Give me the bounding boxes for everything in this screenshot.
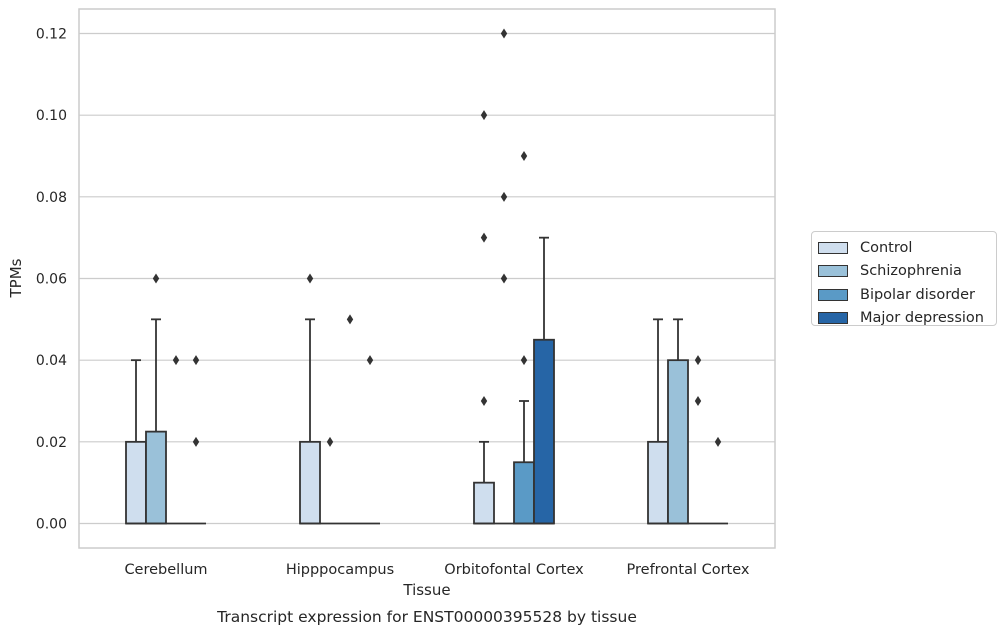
box-group: [186, 355, 206, 525]
outlier-point: [346, 314, 354, 325]
box-group: [125, 359, 147, 525]
y-tick-label: 0.12: [36, 27, 67, 43]
box-rect: [145, 430, 167, 525]
legend: Control Schizophrenia Bipolar disorder Majo…: [811, 231, 997, 326]
outlier-point: [480, 110, 488, 121]
x-tick-label: Cerebellum: [124, 562, 207, 578]
plot-area-frame: [78, 8, 776, 549]
legend-item: Schizophrenia: [818, 260, 996, 284]
y-tick-label: 0.00: [36, 517, 67, 533]
outlier-point: [152, 273, 160, 284]
x-axis-label: Tissue: [402, 581, 450, 599]
box-rect: [125, 440, 147, 525]
legend-swatch: [818, 312, 848, 325]
legend-swatch: [818, 241, 848, 254]
legend-item: Major depression: [818, 307, 996, 331]
outlier-point: [480, 396, 488, 406]
outlier-point: [520, 151, 528, 161]
outlier-point: [192, 355, 200, 366]
box-group: [145, 273, 167, 525]
box-group: [320, 436, 340, 525]
box-rect: [299, 440, 321, 525]
y-tick-label: 0.02: [36, 435, 67, 451]
legend-label: Bipolar disorder: [860, 286, 975, 303]
box-rect: [647, 440, 669, 525]
legend-label: Control: [860, 239, 913, 256]
outlier-point: [694, 355, 702, 366]
box-group: [708, 436, 728, 525]
outlier-point: [520, 355, 528, 366]
outlier-point: [192, 436, 200, 447]
outlier-point: [500, 28, 508, 39]
y-tick-label: 0.06: [36, 272, 67, 288]
x-axis-ticks: Cerebellum Hipppocampus Orbitofontal Corte…: [124, 562, 749, 578]
box-group: [647, 318, 669, 525]
legend-swatch: [818, 265, 848, 278]
box-group: [299, 273, 321, 525]
box-group: [360, 355, 380, 525]
box-group: [494, 28, 514, 525]
legend-swatch: [818, 288, 848, 301]
y-tick-label: 0.08: [36, 190, 67, 206]
outlier-point: [714, 436, 722, 447]
y-tick-label: 0.04: [36, 353, 67, 369]
outlier-point: [326, 436, 334, 447]
box-rect: [513, 461, 535, 525]
box-group: [667, 318, 689, 525]
outlier-point: [500, 191, 508, 202]
box-rect: [533, 338, 555, 525]
legend-label: Major depression: [860, 310, 984, 327]
box-group: [166, 355, 186, 525]
chart-title: Transcript expression for ENST0000039552…: [216, 608, 637, 626]
outlier-point: [694, 396, 702, 406]
outlier-point: [366, 355, 374, 366]
outlier-point: [500, 273, 508, 284]
x-tick-label: Orbitofontal Cortex: [444, 562, 584, 578]
box-rect: [473, 481, 495, 525]
x-tick-label: Prefrontal Cortex: [627, 562, 750, 578]
outlier-point: [480, 232, 488, 243]
box-group: [473, 110, 495, 525]
legend-item: Control: [818, 236, 996, 260]
box-group: [513, 151, 535, 525]
outlier-point: [306, 273, 314, 284]
outlier-point: [172, 355, 180, 366]
y-axis-ticks: 0.00 0.02 0.04 0.06 0.08 0.10 0.12: [36, 27, 67, 533]
x-tick-label: Hipppocampus: [286, 562, 394, 578]
box-rect: [667, 359, 689, 525]
legend-label: Schizophrenia: [860, 263, 962, 280]
box-group: [533, 236, 555, 525]
boxes: [125, 28, 728, 525]
y-tick-label: 0.10: [36, 108, 67, 124]
legend-item: Bipolar disorder: [818, 283, 996, 307]
box-group: [340, 314, 360, 525]
y-axis-label: TPMs: [7, 258, 25, 298]
box-group: [688, 355, 708, 525]
